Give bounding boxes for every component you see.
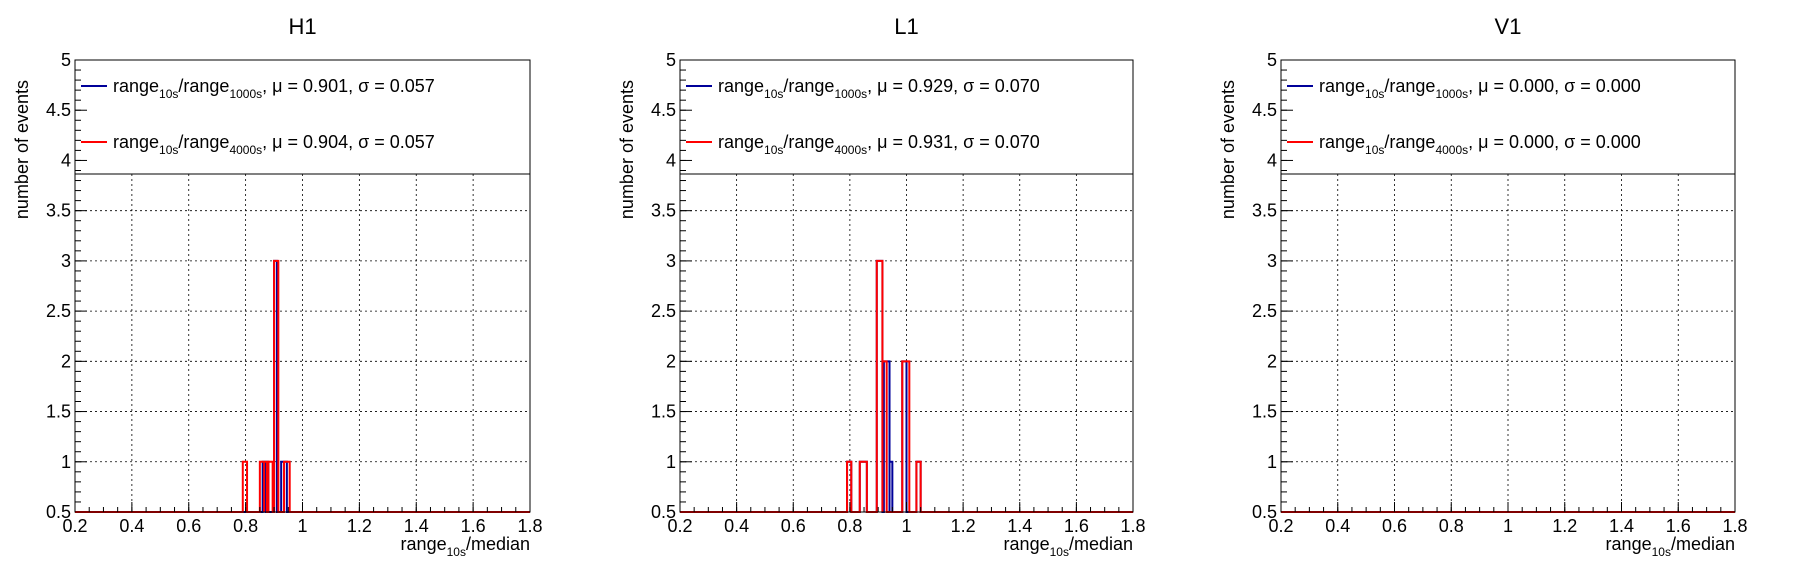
y-tick-label: 2 — [1267, 351, 1277, 371]
y-tick-label: 2.5 — [1252, 301, 1277, 321]
y-axis-label: number of events — [1218, 80, 1238, 219]
y-tick-label: 1 — [61, 452, 71, 472]
y-tick-label: 1.5 — [651, 402, 676, 422]
y-tick-label: 5 — [61, 50, 71, 70]
y-tick-label: 4 — [1267, 150, 1277, 170]
y-tick-label: 2.5 — [651, 301, 676, 321]
y-tick-label: 3.5 — [46, 201, 71, 221]
x-tick-label: 1.6 — [1666, 516, 1691, 536]
legend-entry: range10s/range1000s, μ = 0.901, σ = 0.05… — [113, 76, 435, 101]
x-axis-label: range10s/median — [401, 534, 530, 559]
x-tick-label: 1.4 — [404, 516, 429, 536]
y-tick-label: 3.5 — [1252, 201, 1277, 221]
legend: range10s/range1000s, μ = 0.901, σ = 0.05… — [74, 59, 531, 175]
panel-title: H1 — [288, 14, 316, 39]
legend-entry: range10s/range4000s, μ = 0.931, σ = 0.07… — [718, 132, 1040, 157]
legend: range10s/range1000s, μ = 0.000, σ = 0.00… — [1280, 59, 1736, 175]
x-tick-label: 0.8 — [1439, 516, 1464, 536]
x-tick-label: 0.6 — [781, 516, 806, 536]
x-axis-label: range10s/median — [1004, 534, 1133, 559]
x-tick-label: 0.6 — [1382, 516, 1407, 536]
y-tick-label: 4.5 — [651, 100, 676, 120]
y-tick-label: 3 — [1267, 251, 1277, 271]
y-tick-label: 0.5 — [46, 502, 71, 522]
legend-entry: range10s/range4000s, μ = 0.904, σ = 0.05… — [113, 132, 435, 157]
y-tick-label: 4.5 — [46, 100, 71, 120]
x-tick-label: 0.8 — [837, 516, 862, 536]
panel-l1: range10s/range1000s, μ = 0.929, σ = 0.07… — [617, 14, 1146, 559]
y-tick-label: 3 — [666, 251, 676, 271]
y-tick-label: 4 — [666, 150, 676, 170]
panel-title: V1 — [1495, 14, 1522, 39]
y-tick-label: 2 — [666, 351, 676, 371]
y-tick-label: 5 — [1267, 50, 1277, 70]
x-tick-label: 0.2 — [1268, 516, 1293, 536]
legend-entry: range10s/range1000s, μ = 0.929, σ = 0.07… — [718, 76, 1040, 101]
y-tick-label: 1.5 — [1252, 402, 1277, 422]
x-tick-label: 0.4 — [1325, 516, 1350, 536]
x-tick-label: 1.8 — [517, 516, 542, 536]
legend-entry: range10s/range4000s, μ = 0.000, σ = 0.00… — [1319, 132, 1641, 157]
y-axis-label: number of events — [12, 80, 32, 219]
x-tick-label: 1.6 — [1064, 516, 1089, 536]
legend-entry: range10s/range1000s, μ = 0.000, σ = 0.00… — [1319, 76, 1641, 101]
x-tick-label: 0.2 — [62, 516, 87, 536]
x-tick-label: 1 — [901, 516, 911, 536]
y-tick-label: 3 — [61, 251, 71, 271]
panel-title: L1 — [894, 14, 918, 39]
x-axis-label: range10s/median — [1606, 534, 1735, 559]
x-tick-label: 1 — [1503, 516, 1513, 536]
x-tick-label: 1 — [297, 516, 307, 536]
y-tick-label: 5 — [666, 50, 676, 70]
y-axis-label: number of events — [617, 80, 637, 219]
y-tick-label: 2.5 — [46, 301, 71, 321]
x-tick-label: 1.2 — [1552, 516, 1577, 536]
x-tick-label: 1.2 — [347, 516, 372, 536]
y-tick-label: 0.5 — [1252, 502, 1277, 522]
grid — [1281, 174, 1735, 512]
legend-box — [679, 59, 1134, 175]
legend-box — [1280, 59, 1736, 175]
y-tick-label: 3.5 — [651, 201, 676, 221]
y-tick-label: 1 — [1267, 452, 1277, 472]
x-tick-label: 0.4 — [119, 516, 144, 536]
y-tick-label: 2 — [61, 351, 71, 371]
y-tick-label: 1.5 — [46, 402, 71, 422]
x-tick-label: 1.8 — [1120, 516, 1145, 536]
x-tick-label: 1.4 — [1609, 516, 1634, 536]
x-tick-label: 1.2 — [951, 516, 976, 536]
x-tick-label: 0.8 — [233, 516, 258, 536]
histogram-series-1000s — [680, 259, 1133, 513]
panel-v1: range10s/range1000s, μ = 0.000, σ = 0.00… — [1218, 14, 1748, 559]
legend-box — [74, 59, 531, 175]
y-tick-label: 1 — [666, 452, 676, 472]
x-tick-label: 1.4 — [1007, 516, 1032, 536]
y-tick-label: 4 — [61, 150, 71, 170]
x-tick-label: 0.4 — [724, 516, 749, 536]
x-tick-label: 1.6 — [461, 516, 486, 536]
grid — [75, 174, 530, 512]
panel-h1: range10s/range1000s, μ = 0.901, σ = 0.05… — [12, 14, 543, 559]
y-tick-label: 4.5 — [1252, 100, 1277, 120]
legend: range10s/range1000s, μ = 0.929, σ = 0.07… — [679, 59, 1134, 175]
y-tick-label: 0.5 — [651, 502, 676, 522]
x-tick-label: 0.6 — [176, 516, 201, 536]
x-tick-label: 0.2 — [667, 516, 692, 536]
x-tick-label: 1.8 — [1722, 516, 1747, 536]
